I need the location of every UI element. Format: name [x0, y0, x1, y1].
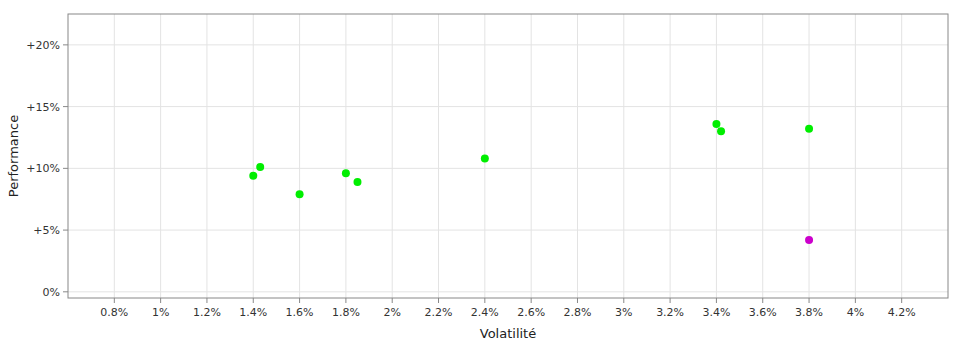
scatter-point	[353, 178, 361, 186]
x-tick	[716, 298, 717, 303]
x-tick	[901, 298, 902, 303]
scatter-point	[805, 125, 813, 133]
x-grid-line	[253, 14, 254, 298]
grid	[68, 14, 948, 298]
x-tick	[623, 298, 624, 303]
y-tick-label: 0%	[43, 286, 60, 299]
marks	[249, 120, 813, 244]
x-tick	[855, 298, 856, 303]
x-tick	[345, 298, 346, 303]
x-tick-label: 4.2%	[888, 306, 916, 319]
x-grid-line	[114, 14, 115, 298]
scatter-point	[805, 236, 813, 244]
y-grid-line	[68, 106, 948, 107]
x-grid-line	[855, 14, 856, 298]
x-tick-label: 2.4%	[471, 306, 499, 319]
scatter-point	[481, 154, 489, 162]
x-tick	[577, 298, 578, 303]
y-tick	[63, 230, 68, 231]
x-grid-line	[623, 14, 624, 298]
series	[249, 120, 813, 198]
x-tick-label: 2.6%	[517, 306, 545, 319]
y-tick-label: +15%	[26, 101, 60, 114]
x-tick	[160, 298, 161, 303]
x-tick-label: 3.8%	[795, 306, 823, 319]
y-tick-label: +10%	[26, 162, 60, 175]
series	[805, 236, 813, 244]
chart: 0.8% 1% 1.2% 1.4% 1.6% 1.8% 2% 2.2% 2.4% 2.6% 2.8%…	[0, 0, 966, 350]
x-grid-line	[901, 14, 902, 298]
x-tick	[762, 298, 763, 303]
plot-background	[68, 14, 948, 298]
x-tick-label: 1.6%	[286, 306, 314, 319]
x-grid-line	[206, 14, 207, 298]
x-tick-label: 3%	[615, 306, 632, 319]
x-grid-line	[809, 14, 810, 298]
scatter-point	[712, 120, 720, 128]
x-tick	[531, 298, 532, 303]
x-tick	[392, 298, 393, 303]
y-axis-label: Performance	[6, 115, 21, 197]
x-tick	[114, 298, 115, 303]
y-tick-label: +5%	[33, 224, 60, 237]
x-tick-label: 2.2%	[425, 306, 453, 319]
x-tick-label: 1%	[152, 306, 169, 319]
scatter-point	[296, 190, 304, 198]
scatter-point	[342, 169, 350, 177]
x-tick-label: 3.6%	[749, 306, 777, 319]
x-tick	[438, 298, 439, 303]
x-tick-label: 2.8%	[563, 306, 591, 319]
x-tick-label: 2%	[383, 306, 400, 319]
x-grid-line	[299, 14, 300, 298]
x-grid-line	[160, 14, 161, 298]
x-tick-label: 4%	[847, 306, 864, 319]
y-tick-label: +20%	[26, 39, 60, 52]
x-grid-line	[345, 14, 346, 298]
y-grid-line	[68, 230, 948, 231]
scatter-point	[717, 127, 725, 135]
x-grid-line	[762, 14, 763, 298]
x-grid-line	[438, 14, 439, 298]
x-tick-label: 1.2%	[193, 306, 221, 319]
x-axis-label: Volatilité	[480, 326, 536, 341]
axes: 0.8% 1% 1.2% 1.4% 1.6% 1.8% 2% 2.2% 2.4% 2.6% 2.8%…	[26, 14, 948, 319]
y-tick	[63, 44, 68, 45]
y-grid-line	[68, 44, 948, 45]
plot-frame	[68, 14, 948, 298]
x-tick-label: 1.4%	[239, 306, 267, 319]
x-tick	[253, 298, 254, 303]
y-tick	[63, 106, 68, 107]
x-tick	[809, 298, 810, 303]
y-tick	[63, 291, 68, 292]
scatter-point	[249, 172, 257, 180]
x-grid-line	[392, 14, 393, 298]
x-tick-label: 1.8%	[332, 306, 360, 319]
x-tick	[299, 298, 300, 303]
x-tick-label: 3.4%	[702, 306, 730, 319]
y-tick	[63, 168, 68, 169]
y-grid-line	[68, 291, 948, 292]
x-grid-line	[716, 14, 717, 298]
x-tick	[206, 298, 207, 303]
x-tick	[670, 298, 671, 303]
x-grid-line	[670, 14, 671, 298]
x-grid-line	[577, 14, 578, 298]
x-tick-label: 3.2%	[656, 306, 684, 319]
x-grid-line	[531, 14, 532, 298]
y-grid-line	[68, 168, 948, 169]
x-tick	[484, 298, 485, 303]
scatter-point	[256, 163, 264, 171]
x-tick-label: 0.8%	[100, 306, 128, 319]
